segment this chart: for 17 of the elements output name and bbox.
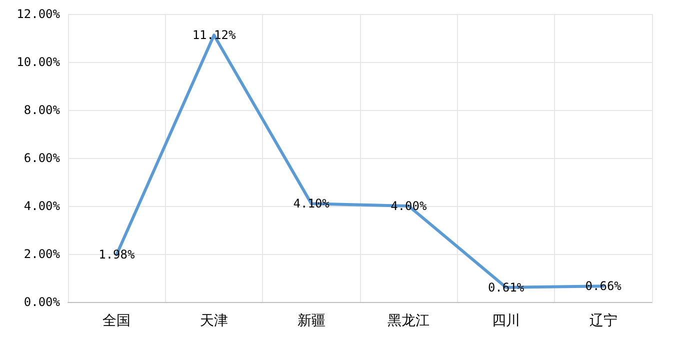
- y-tick-label: 10.00%: [16, 55, 61, 69]
- x-tick-label: 新疆: [297, 313, 326, 329]
- data-label: 4.10%: [293, 196, 330, 211]
- x-tick-label: 黑龙江: [388, 313, 430, 329]
- data-label: 0.66%: [585, 279, 622, 294]
- y-tick-label: 4.00%: [24, 199, 61, 213]
- x-tick-label: 全国: [102, 313, 131, 329]
- data-label: 1.98%: [98, 247, 136, 262]
- y-tick-label: 6.00%: [24, 151, 61, 165]
- y-tick-label: 12.00%: [16, 7, 61, 21]
- data-label: 11.12%: [192, 28, 236, 42]
- y-tick-label: 0.00%: [24, 295, 61, 309]
- y-tick-label: 2.00%: [24, 247, 61, 261]
- x-tick-label: 四川: [492, 313, 520, 329]
- x-tick-label: 辽宁: [589, 313, 618, 329]
- x-tick-label: 天津: [200, 313, 228, 329]
- y-tick-label: 8.00%: [24, 103, 61, 117]
